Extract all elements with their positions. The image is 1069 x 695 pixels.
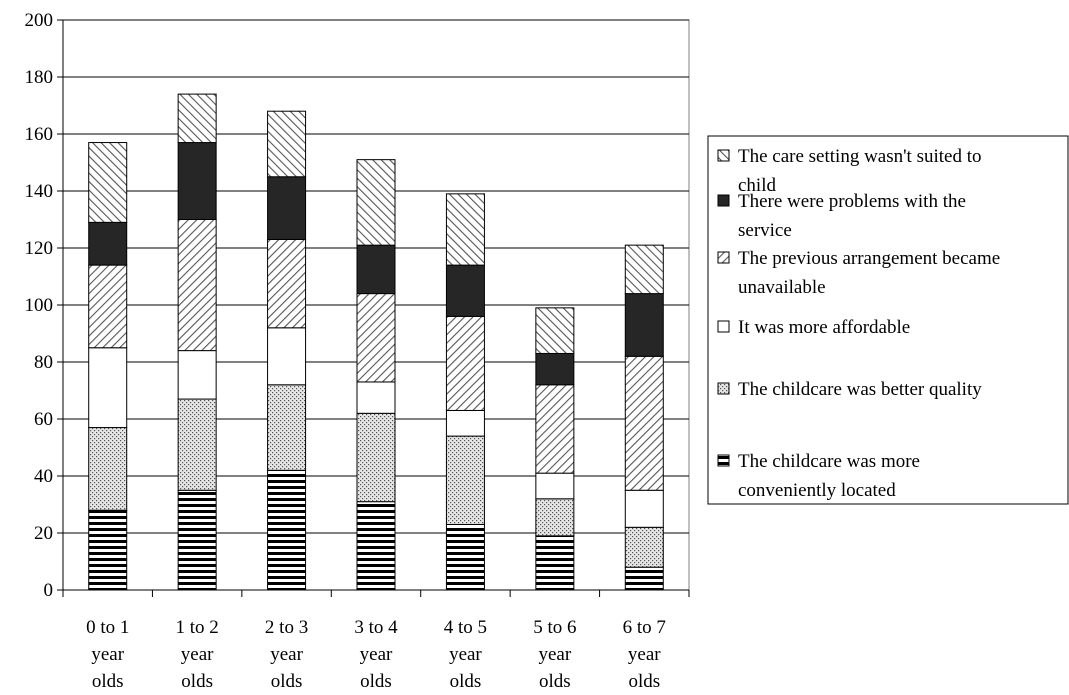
- legend-label: The previous arrangement became: [738, 248, 1000, 269]
- x-tick-label: olds: [450, 671, 482, 692]
- legend-label: conveniently located: [738, 480, 896, 501]
- x-tick-label: 2 to 3: [265, 617, 308, 638]
- legend-label: There were problems with the: [738, 191, 966, 212]
- bar-segment: [624, 293, 664, 357]
- legend-label: child: [738, 175, 776, 196]
- y-tick-label: 200: [25, 10, 54, 31]
- legend-label: The childcare was better quality: [738, 379, 982, 400]
- legend-label: The childcare was more: [738, 451, 920, 472]
- legend-swatch: [717, 251, 730, 264]
- bar-segment: [177, 219, 217, 352]
- bar-segment: [177, 350, 217, 400]
- bar-segment: [445, 435, 485, 525]
- x-tick-label: year: [91, 644, 124, 665]
- bar-segment: [356, 244, 396, 295]
- bar-segment: [177, 398, 217, 491]
- y-tick-label: 80: [34, 352, 53, 373]
- x-tick-label: 5 to 6: [533, 617, 576, 638]
- bar-segment: [535, 472, 575, 500]
- bar-segment: [177, 142, 217, 220]
- legend-label: It was more affordable: [738, 317, 910, 338]
- bar-segment: [445, 315, 485, 411]
- legend-swatch: [717, 382, 730, 395]
- bar-segment: [88, 221, 128, 266]
- x-tick-label: year: [270, 644, 303, 665]
- bar-segment: [88, 509, 128, 591]
- x-tick-label: olds: [360, 671, 392, 692]
- bar-segment: [356, 159, 396, 246]
- bar-segment: [624, 355, 664, 491]
- bar-segment: [267, 238, 307, 329]
- bar-segment: [445, 523, 485, 591]
- bar-segment: [267, 384, 307, 471]
- bar-segment: [624, 566, 664, 591]
- bar-segment: [267, 469, 307, 591]
- y-tick-label: 100: [25, 295, 54, 316]
- bar-segment: [624, 489, 664, 528]
- y-tick-label: 140: [25, 181, 54, 202]
- bar-segment: [624, 244, 664, 295]
- legend: The care setting wasn't suited tochildTh…: [707, 135, 1069, 505]
- x-tick-label: year: [360, 644, 393, 665]
- bar-segment: [356, 412, 396, 503]
- legend-box: [707, 135, 1069, 505]
- bar-segment: [624, 526, 664, 568]
- legend-swatch: [717, 149, 730, 162]
- axes: [57, 19, 690, 597]
- tick-labels: 0 20 40 60 80 100 120 140 160 180 200 0 to 1 year old…: [25, 10, 666, 692]
- legend-swatch: [717, 454, 730, 467]
- y-tick-label: 0: [44, 580, 54, 601]
- bar-segment: [445, 409, 485, 437]
- x-tick-label: olds: [628, 671, 660, 692]
- bars: [88, 93, 664, 591]
- x-tick-label: year: [449, 644, 482, 665]
- bar-segment: [356, 501, 396, 591]
- x-tick-label: olds: [92, 671, 124, 692]
- bar-segment: [177, 93, 217, 144]
- x-tick-label: 1 to 2: [176, 617, 219, 638]
- legend-label: service: [738, 220, 792, 241]
- x-tick-label: olds: [271, 671, 303, 692]
- bar-segment: [535, 535, 575, 591]
- bar-segment: [267, 327, 307, 386]
- x-tick-label: 0 to 1: [86, 617, 129, 638]
- legend-swatch: [717, 194, 730, 207]
- x-tick-label: year: [628, 644, 661, 665]
- x-tick-label: 6 to 7: [623, 617, 666, 638]
- legend-swatch: [717, 320, 730, 333]
- bar-segment: [88, 142, 128, 223]
- x-tick-label: year: [539, 644, 572, 665]
- bar-segment: [445, 193, 485, 266]
- x-tick-label: year: [181, 644, 214, 665]
- x-tick-label: olds: [181, 671, 213, 692]
- bar-segment: [88, 427, 128, 511]
- bar-segment: [535, 384, 575, 474]
- bar-segment: [267, 176, 307, 240]
- y-tick-label: 160: [25, 124, 54, 145]
- bar-segment: [356, 381, 396, 414]
- legend-label: unavailable: [738, 277, 826, 298]
- bar-segment: [535, 498, 575, 537]
- bar-segment: [356, 293, 396, 383]
- y-tick-label: 180: [25, 67, 54, 88]
- bar-segment: [445, 264, 485, 317]
- bar-segment: [88, 264, 128, 349]
- x-tick-label: 4 to 5: [444, 617, 487, 638]
- x-tick-label: olds: [539, 671, 571, 692]
- legend-label: The care setting wasn't suited to: [738, 146, 982, 167]
- x-tick-label: 3 to 4: [354, 617, 398, 638]
- bar-segment: [267, 110, 307, 178]
- bar-segment: [88, 347, 128, 429]
- y-tick-label: 40: [34, 466, 53, 487]
- bar-segment: [177, 489, 217, 591]
- y-tick-label: 60: [34, 409, 53, 430]
- bar-segment: [535, 352, 575, 386]
- y-tick-label: 120: [25, 238, 54, 259]
- bar-segment: [535, 307, 575, 354]
- y-tick-label: 20: [34, 523, 53, 544]
